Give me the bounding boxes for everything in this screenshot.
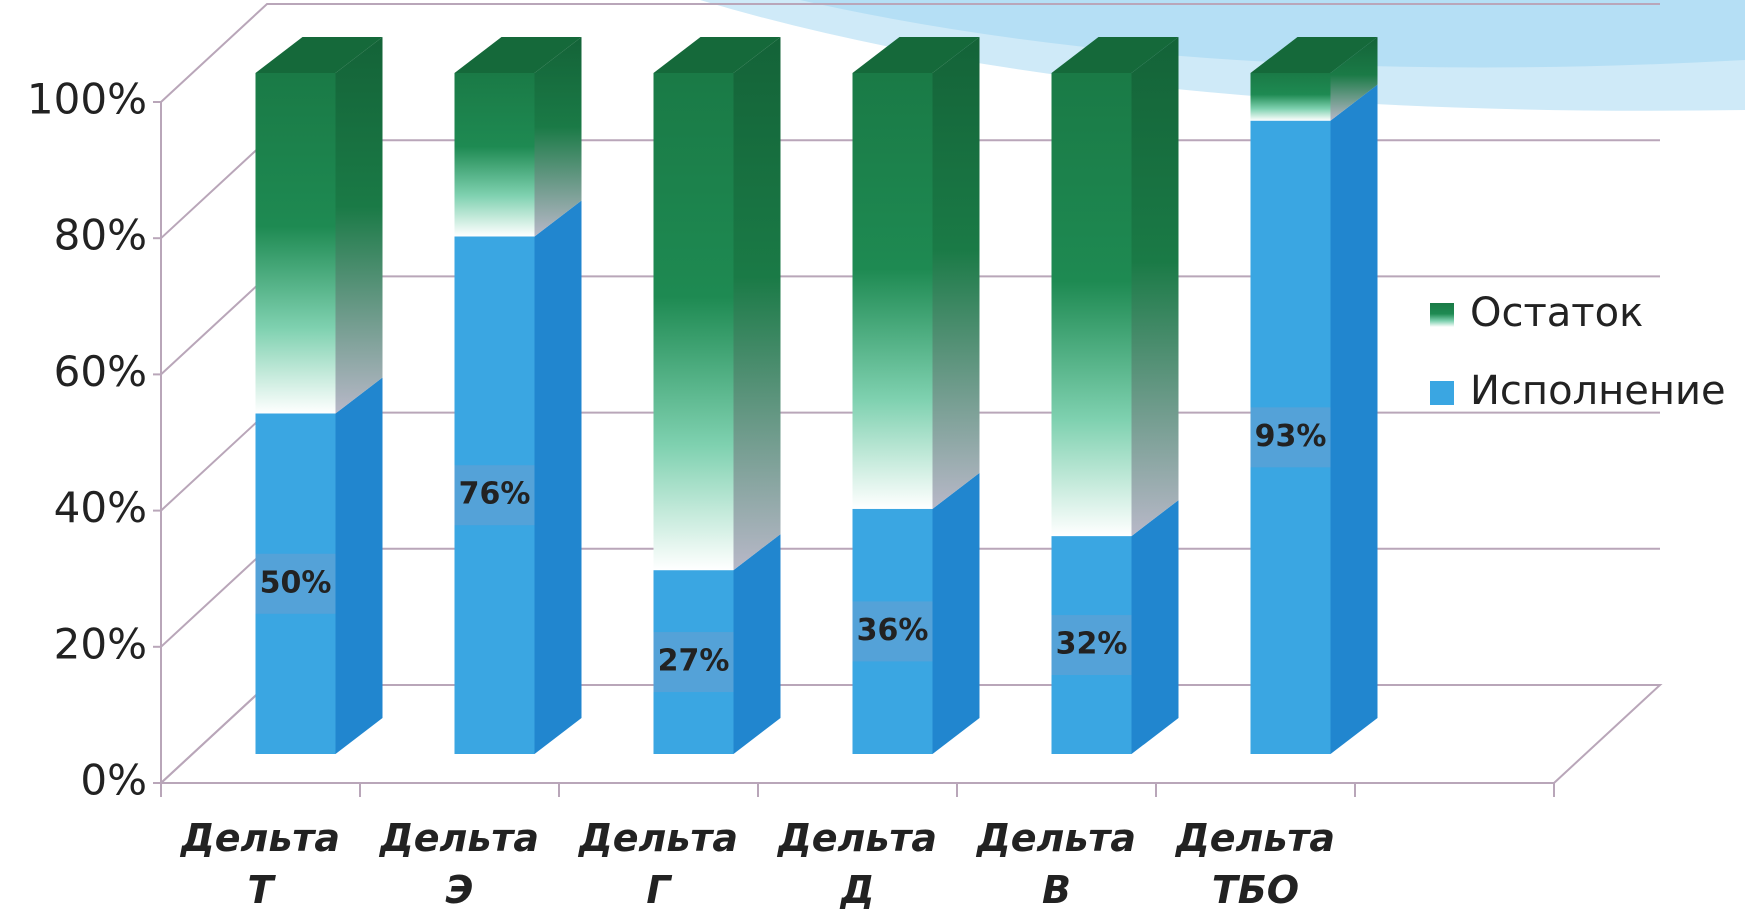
bar-segment-top (653, 37, 781, 73)
value-label: 50% (260, 565, 332, 600)
y-tick-label: 60% (54, 347, 147, 396)
value-label: 32% (1056, 627, 1128, 662)
y-tick-label: 20% (54, 619, 147, 668)
x-tick-label: Дельта Т (180, 816, 341, 912)
value-label: 76% (459, 477, 531, 512)
legend-label: Исполнение (1470, 368, 1726, 414)
bar-segment-side (733, 37, 781, 571)
y-tick-label: 0% (80, 756, 147, 805)
value-label-box (454, 465, 535, 526)
bar-segment-side (335, 377, 383, 754)
bar-segment (653, 73, 734, 571)
bar-segment-side (1330, 84, 1378, 755)
x-tick-label: Дельта Г (578, 816, 739, 912)
y-tick-label: 100% (27, 75, 147, 124)
value-label-box (255, 553, 336, 614)
bar-segment-side (1131, 500, 1179, 754)
value-label: 93% (1255, 419, 1327, 454)
x-tick-label: Дельта Д (777, 816, 938, 912)
bar-segment (1051, 73, 1132, 537)
bar-segment-top (255, 37, 383, 73)
value-label-box (1250, 407, 1331, 468)
bar-segment (852, 73, 933, 509)
bar-segment (454, 73, 535, 237)
legend-swatch (1430, 303, 1454, 327)
bar-segment-top (454, 37, 582, 73)
bar-segment-side (932, 472, 980, 754)
value-label: 27% (658, 644, 730, 679)
value-label: 36% (857, 613, 929, 648)
y-tick-label: 80% (54, 211, 147, 260)
bar-segment-side (932, 37, 980, 509)
x-tick-label: Дельта В (976, 816, 1137, 912)
value-label-box (852, 601, 933, 662)
bar-segment-side (335, 37, 383, 414)
bar-segment-side (1131, 37, 1179, 537)
legend-label: Остаток (1470, 290, 1643, 336)
x-tick-label: Дельта Э (379, 816, 540, 912)
bar-segment-side (1330, 37, 1378, 121)
bar-segment-side (534, 200, 582, 754)
legend-swatch (1430, 381, 1454, 405)
bar-segment-side (534, 37, 582, 237)
x-tick-label: Дельта ТБО (1175, 816, 1336, 912)
bar-segment-top (1051, 37, 1179, 73)
y-tick-label: 40% (54, 483, 147, 532)
bar-segment (1250, 73, 1331, 121)
background-wave (800, 0, 1745, 68)
bar-segment-top (852, 37, 980, 73)
bar-segment-top (1250, 37, 1378, 73)
bar-segment (255, 73, 336, 414)
value-label-box (1051, 615, 1132, 676)
grid-line (160, 3, 1660, 103)
value-label-box (653, 632, 734, 693)
bar-segment-side (733, 534, 781, 754)
